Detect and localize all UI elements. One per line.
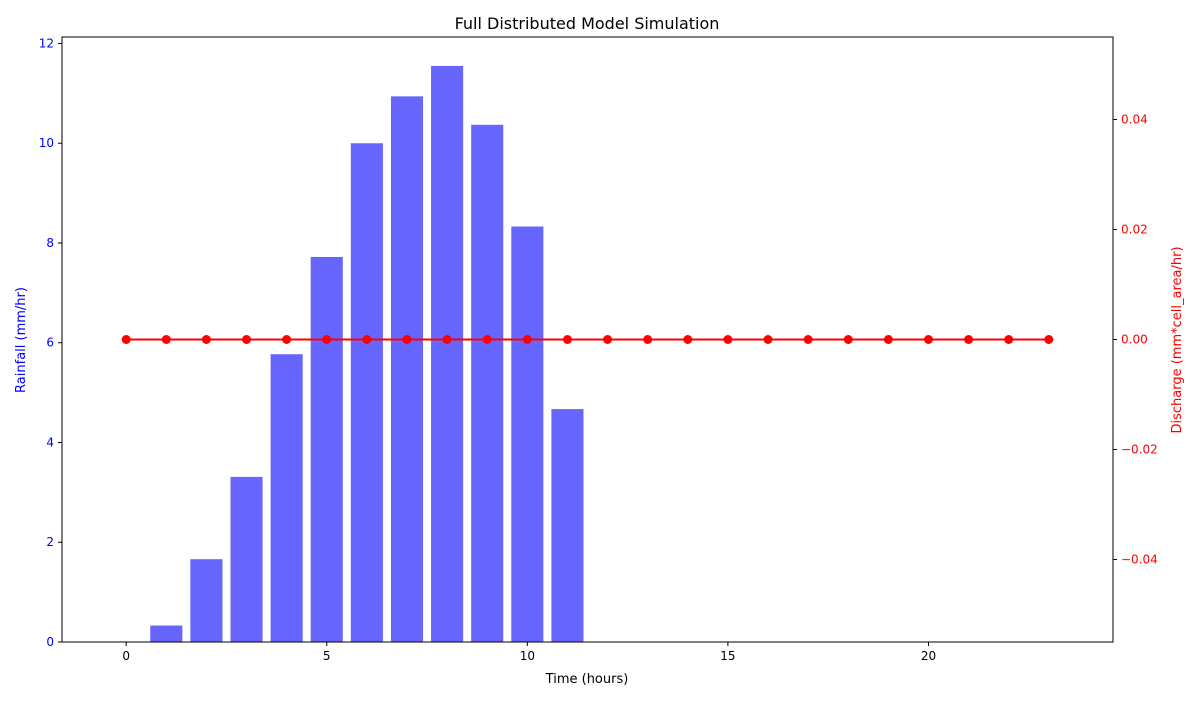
left-y-tick-label: 2 <box>46 535 54 549</box>
discharge-point <box>1044 335 1054 344</box>
discharge-point <box>402 335 412 344</box>
rainfall-bar <box>270 354 303 642</box>
discharge-point <box>683 335 693 344</box>
rainfall-bar <box>511 226 544 642</box>
right-y-tick-label: 0.00 <box>1121 333 1148 347</box>
discharge-point <box>723 335 733 344</box>
discharge-point <box>282 335 292 344</box>
discharge-point <box>803 335 813 344</box>
x-tick-label: 15 <box>720 649 735 663</box>
left-y-tick-label: 10 <box>39 136 54 150</box>
chart-title: Full Distributed Model Simulation <box>455 14 720 33</box>
x-tick-label: 20 <box>921 649 936 663</box>
rainfall-bar <box>310 256 343 642</box>
discharge-point <box>322 335 332 344</box>
plot-frame <box>61 36 1114 643</box>
left-y-tick-label: 0 <box>46 635 54 649</box>
discharge-point <box>242 335 252 344</box>
discharge-point <box>843 335 853 344</box>
discharge-point <box>883 335 893 344</box>
discharge-point <box>482 335 492 344</box>
right-y-axis-label: Discharge (mm*cell_area/hr) <box>1170 246 1185 433</box>
left-y-tick-label: 4 <box>46 435 54 449</box>
discharge-point <box>964 335 974 344</box>
x-tick-label: 10 <box>520 649 535 663</box>
discharge-point <box>643 335 653 344</box>
rainfall-bar <box>230 476 263 642</box>
discharge-point <box>603 335 613 344</box>
left-y-tick-label: 8 <box>46 236 54 250</box>
discharge-point <box>161 335 171 344</box>
discharge-point <box>442 335 452 344</box>
rainfall-bar <box>551 409 584 642</box>
x-tick-label: 5 <box>323 649 331 663</box>
rainfall-bar <box>150 625 183 642</box>
discharge-point <box>923 335 933 344</box>
rainfall-bar <box>471 124 504 643</box>
left-y-axis-ticks: 0 2 4 6 8 10 12 <box>39 36 62 649</box>
x-tick-label: 0 <box>122 649 130 663</box>
discharge-point <box>201 335 211 344</box>
rainfall-bar <box>431 65 464 642</box>
rainfall-bar <box>390 96 424 642</box>
rainfall-bar <box>350 143 383 642</box>
discharge-point <box>562 335 572 344</box>
discharge-point <box>362 335 372 344</box>
right-y-tick-label: 0.02 <box>1121 223 1148 237</box>
x-axis-label: Time (hours) <box>545 672 629 687</box>
left-y-tick-label: 6 <box>46 336 54 350</box>
discharge-point <box>522 335 532 344</box>
rainfall-bar <box>190 559 223 642</box>
right-y-tick-label: −0.02 <box>1121 443 1158 457</box>
discharge-series <box>121 335 1054 344</box>
rainfall-bars <box>150 65 584 643</box>
discharge-point <box>121 335 131 344</box>
right-y-tick-label: 0.04 <box>1121 113 1148 127</box>
left-y-tick-label: 12 <box>39 36 54 50</box>
discharge-point <box>1004 335 1014 344</box>
discharge-point <box>763 335 773 344</box>
right-y-tick-label: −0.04 <box>1121 553 1158 567</box>
left-y-axis-label: Rainfall (mm/hr) <box>14 287 29 393</box>
x-axis-ticks: 0 5 10 15 20 <box>122 642 936 663</box>
right-y-axis-ticks: −0.04 −0.02 0.00 0.02 0.04 <box>1113 113 1158 567</box>
